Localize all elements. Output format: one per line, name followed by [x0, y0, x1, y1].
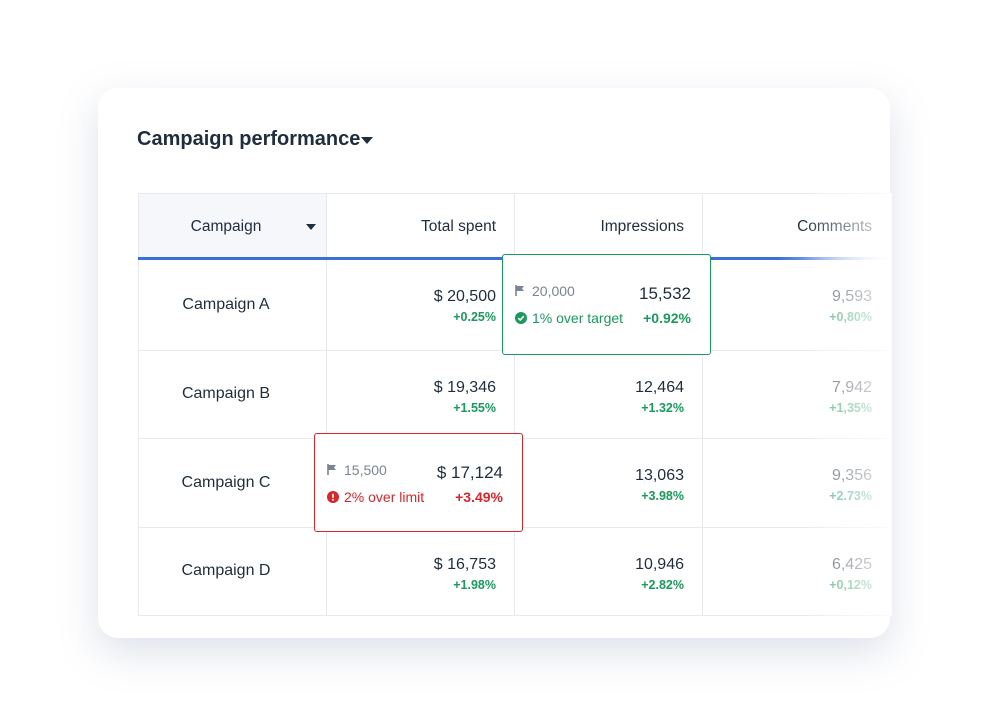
status: 1% over target — [532, 310, 624, 326]
col-divider — [326, 193, 327, 615]
cell-change: +1.55% — [453, 401, 496, 415]
border — [138, 193, 139, 615]
row-name: Campaign C — [181, 473, 271, 491]
cell-value: 10,946 — [635, 556, 684, 573]
flag-icon — [515, 285, 525, 296]
row-name: Campaign A — [182, 295, 270, 313]
status: 2% over limit — [344, 489, 425, 505]
column-header[interactable]: Campaign — [190, 218, 262, 235]
cell-value: $ 19,346 — [433, 379, 496, 396]
col-divider — [514, 193, 515, 615]
target: 20,000 — [532, 283, 575, 299]
card — [98, 88, 890, 638]
row-name: Campaign B — [181, 385, 271, 402]
cell-change: +0.25% — [453, 310, 496, 324]
cell-change: +3.98% — [641, 489, 684, 503]
column-header[interactable]: Total spent — [421, 218, 496, 235]
cell-change: +3.49% — [455, 489, 503, 505]
cell-value: $ 20,500 — [433, 288, 496, 305]
title[interactable]: Campaign performance — [137, 128, 361, 150]
cell-value: 13,063 — [635, 467, 684, 484]
flag-icon — [327, 464, 337, 475]
cell-change: +1.32% — [641, 401, 684, 415]
highlight-box — [502, 254, 711, 355]
status-icon — [327, 491, 339, 503]
target: 15,500 — [344, 462, 387, 478]
cell-value: 12,464 — [635, 379, 684, 396]
cell-change: +0.92% — [643, 310, 691, 326]
cell-value: 15,532 — [639, 284, 691, 303]
sort-dropdown[interactable] — [306, 224, 316, 231]
status-icon — [515, 312, 527, 324]
highlight-box — [314, 433, 523, 532]
cell-change: +2.82% — [641, 578, 684, 592]
row-name: Campaign D — [181, 562, 271, 579]
cell-value: $ 16,753 — [433, 556, 496, 573]
cell-change: +1.98% — [453, 578, 496, 592]
cell-value: $ 17,124 — [436, 463, 503, 482]
header-bg — [138, 193, 326, 259]
title-dropdown[interactable] — [361, 137, 373, 145]
col-divider — [702, 193, 703, 615]
column-header[interactable]: Impressions — [600, 218, 684, 235]
row-divider — [138, 615, 890, 616]
fade — [800, 193, 892, 616]
